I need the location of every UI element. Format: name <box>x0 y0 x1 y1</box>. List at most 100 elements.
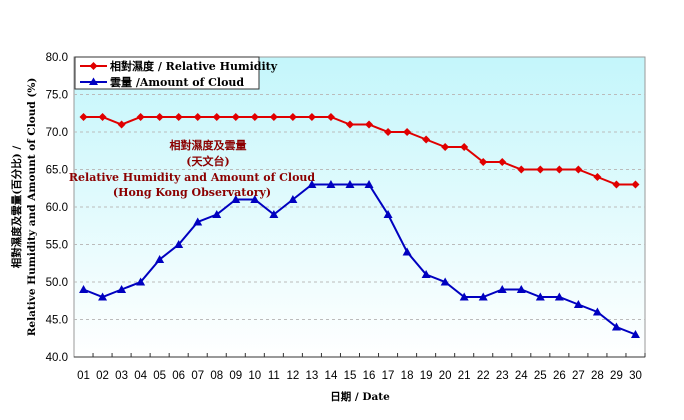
humidity-point <box>117 120 126 129</box>
x-tick-label: 06 <box>172 370 185 382</box>
x-tick-label: 18 <box>401 370 414 382</box>
x-tick-label: 23 <box>496 370 509 382</box>
x-tick-label: 14 <box>325 370 338 382</box>
x-tick-label: 09 <box>229 370 242 382</box>
cloud-point <box>155 255 165 263</box>
cloud-point <box>136 277 146 286</box>
cloud-point <box>117 285 127 293</box>
cloud-point <box>630 330 640 338</box>
x-tick-label: 07 <box>191 370 204 382</box>
cloud-point <box>231 195 241 203</box>
x-tick-label: 15 <box>344 370 357 382</box>
x-tick-label: 22 <box>477 370 490 382</box>
y-tick-label: 60.0 <box>46 202 68 214</box>
humidity-point <box>555 165 564 174</box>
humidity-point <box>631 180 640 189</box>
cloud-point <box>421 270 431 278</box>
humidity-point <box>345 120 354 129</box>
humidity-point <box>155 113 164 121</box>
annotation-line-3: Relative Humidity and Amount of Cloud <box>69 171 316 184</box>
x-tick-label: 03 <box>115 370 128 382</box>
x-tick-label: 30 <box>629 370 642 382</box>
humidity-point <box>174 113 183 121</box>
cloud-point <box>535 292 545 301</box>
cloud-point <box>307 180 317 188</box>
cloud-point <box>212 210 222 218</box>
cloud-point <box>516 285 526 293</box>
cloud-point <box>250 195 260 203</box>
y-axis-label-zh: 相對濕度及雲量(百分比) / <box>10 146 23 269</box>
annotation-line-2: (天文台) <box>186 154 229 168</box>
cloud-point <box>497 285 507 293</box>
legend: 相對濕度 / Relative Humidity 雲量 /Amount of C… <box>74 56 278 90</box>
humidity-point <box>231 113 240 121</box>
x-tick-label: 17 <box>382 370 395 382</box>
humidity-point <box>460 143 469 151</box>
y-tick-label: 80.0 <box>46 52 68 64</box>
x-tick-label: 11 <box>268 370 280 382</box>
humidity-point <box>365 120 374 129</box>
humidity-point <box>422 135 431 144</box>
humidity-point <box>98 113 107 121</box>
x-tick-label: 05 <box>153 370 166 382</box>
x-tick-label: 02 <box>96 370 109 382</box>
x-tick-label: 27 <box>572 370 585 382</box>
y-tick-label: 40.0 <box>46 352 68 364</box>
y-tick-label: 55.0 <box>46 240 68 252</box>
cloud-point <box>98 292 108 301</box>
humidity-point <box>517 165 526 174</box>
humidity-point <box>498 158 507 166</box>
humidity-point <box>384 128 393 136</box>
cloud-point <box>383 210 393 218</box>
legend-triangle-icon <box>89 77 98 85</box>
cloud-point <box>592 307 602 316</box>
cloud-point <box>174 240 184 248</box>
humidity-point <box>441 143 450 151</box>
cloud-point <box>478 292 488 301</box>
x-tick-label: 21 <box>458 370 471 382</box>
y-tick-label: 50.0 <box>46 277 68 289</box>
annotation-line-4: (Hong Kong Observatory) <box>113 186 271 199</box>
x-tick-label: 04 <box>134 370 147 382</box>
humidity-point <box>193 113 202 121</box>
y-tick-label: 45.0 <box>46 315 68 327</box>
humidity-point <box>212 113 221 121</box>
cloud-point <box>288 195 298 203</box>
humidity-point <box>593 173 602 181</box>
humidity-point <box>307 113 316 121</box>
humidity-point <box>250 113 259 121</box>
cloud-point <box>554 292 564 301</box>
x-tick-label: 13 <box>306 370 319 382</box>
cloud-point <box>364 180 374 188</box>
cloud-point <box>193 217 203 226</box>
x-tick-label: 08 <box>210 370 223 382</box>
humidity-point <box>536 165 545 174</box>
x-tick-label: 24 <box>515 370 528 382</box>
humidity-point <box>269 113 278 121</box>
humidity-point <box>326 113 335 121</box>
cloud-point <box>440 277 450 286</box>
x-tick-label: 01 <box>77 370 90 382</box>
humidity-point <box>403 128 412 136</box>
cloud-point <box>402 247 412 256</box>
x-tick-label: 10 <box>248 370 261 382</box>
humidity-point <box>288 113 297 121</box>
legend-humidity: 相對濕度 / Relative Humidity <box>110 59 278 73</box>
annotation: 相對濕度及雲量 (天文台) Relative Humidity and Amou… <box>69 138 316 199</box>
cloud-point <box>573 300 583 308</box>
legend-cloud: 雲量 /Amount of Cloud <box>110 76 244 89</box>
cloud-point <box>326 180 336 188</box>
cloud-point <box>269 210 279 218</box>
cloud-point <box>459 292 469 301</box>
x-tick-label: 28 <box>591 370 604 382</box>
x-tick-label: 19 <box>420 370 433 382</box>
cloud-point <box>611 322 621 331</box>
y-tick-label: 70.0 <box>46 127 68 139</box>
y-axis-label-en: Relative Humidity and Amount of Cloud (%… <box>26 78 38 337</box>
x-tick-label: 25 <box>534 370 547 382</box>
humidity-point <box>612 180 621 189</box>
x-tick-label: 29 <box>610 370 623 382</box>
cloud-point <box>345 180 355 188</box>
